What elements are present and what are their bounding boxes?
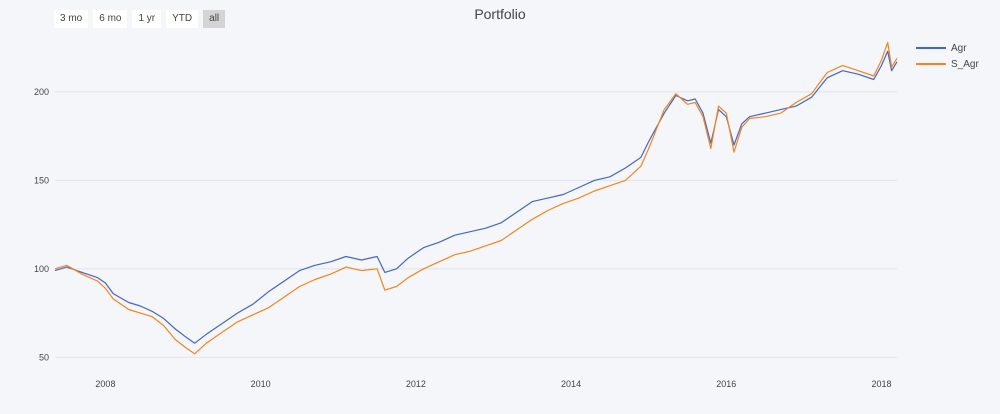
series-lines <box>54 41 898 355</box>
legend-label-s-agr: S_Agr <box>951 58 979 70</box>
x-tick-label: 2014 <box>561 379 581 389</box>
gridlines <box>55 91 897 358</box>
range-button-3mo[interactable]: 3 mo <box>54 10 89 28</box>
x-tick-label: 2008 <box>95 379 115 389</box>
range-button-all[interactable]: all <box>203 10 226 28</box>
series-line-s-agr[interactable] <box>54 41 898 355</box>
y-tick-label: 150 <box>34 175 49 185</box>
x-tick-label: 2012 <box>406 379 426 389</box>
series-line-agr[interactable] <box>54 50 898 344</box>
x-axis-ticks: 2008 2010 2012 2014 2016 2018 <box>95 379 891 389</box>
chart-title: Portfolio <box>474 6 526 22</box>
range-button-ytd[interactable]: YTD <box>166 10 199 28</box>
y-tick-label: 50 <box>39 352 49 362</box>
range-button-6mo[interactable]: 6 mo <box>93 10 128 28</box>
range-button-1yr[interactable]: 1 yr <box>132 10 162 28</box>
x-tick-label: 2010 <box>251 379 271 389</box>
x-tick-label: 2018 <box>871 379 891 389</box>
y-axis-ticks: 50 100 150 200 <box>34 87 49 362</box>
legend: Agr S_Agr <box>916 40 979 72</box>
x-tick-label: 2016 <box>716 379 736 389</box>
legend-item-agr[interactable]: Agr <box>916 40 979 56</box>
legend-swatch-s-agr <box>916 63 946 65</box>
y-tick-label: 200 <box>34 87 49 97</box>
y-tick-label: 100 <box>34 264 49 274</box>
legend-label-agr: Agr <box>951 42 967 54</box>
range-selector: 3 mo 6 mo 1 yr YTD all <box>54 10 226 28</box>
legend-item-s-agr[interactable]: S_Agr <box>916 56 979 72</box>
legend-swatch-agr <box>916 47 946 49</box>
